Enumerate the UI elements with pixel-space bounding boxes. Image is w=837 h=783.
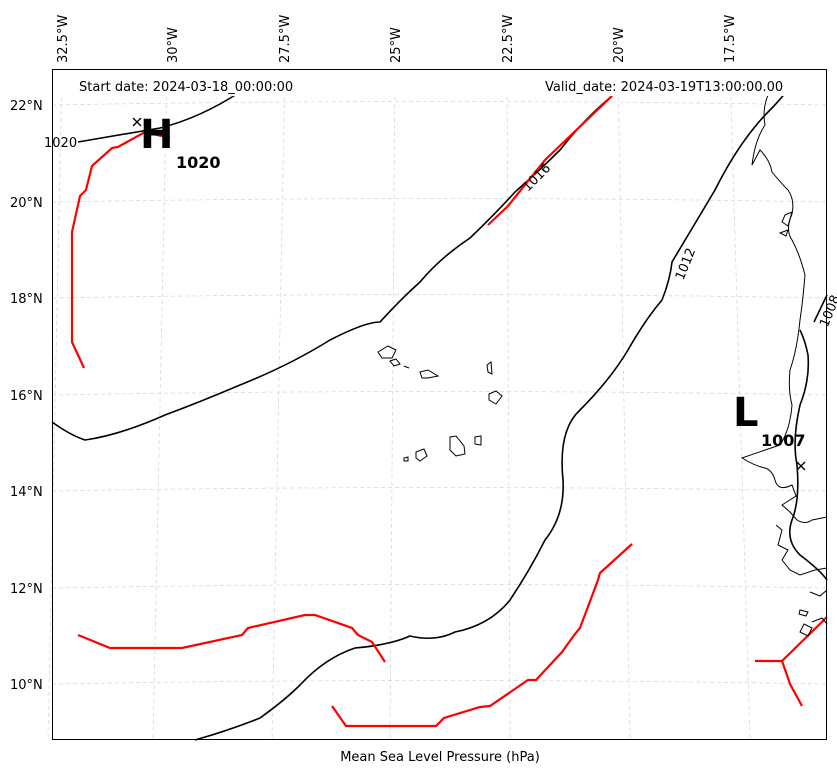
fronts	[70, 73, 828, 728]
island-brava	[403, 456, 409, 462]
contour-label-1020: 1020	[44, 136, 77, 151]
contour-label-1012: 1012	[673, 246, 699, 282]
isobar-1008-b	[813, 294, 828, 323]
lon-tick: 27.5°W	[278, 15, 293, 63]
island-maio	[474, 435, 482, 446]
front-sw	[77, 613, 386, 663]
lat-tick: 12°N	[10, 582, 43, 597]
island-santiago	[449, 435, 466, 457]
latitude-ticks: 22°N 20°N 18°N 16°N 14°N 12°N 10°N	[10, 99, 43, 693]
island-fogo	[415, 448, 428, 462]
lon-tick: 25°W	[389, 27, 404, 63]
african-coast	[740, 94, 828, 523]
lon-tick: 17.5°W	[723, 15, 738, 63]
isobar-1020	[77, 69, 286, 143]
isobar-1008	[789, 329, 828, 581]
front-se-b	[781, 616, 828, 662]
high-center-marker	[132, 117, 142, 127]
contour-labels: 1020 1016 1012 1008	[44, 136, 837, 329]
lat-tick: 22°N	[10, 99, 43, 114]
map-frame	[52, 69, 827, 740]
high-value: 1020	[176, 153, 221, 172]
isobars	[51, 69, 828, 741]
contour-label-1008: 1008	[817, 293, 837, 329]
lat-tick: 20°N	[10, 196, 43, 211]
high-label: H	[140, 112, 173, 158]
low-value: 1007	[761, 431, 806, 450]
lon-tick: 32.5°W	[56, 15, 71, 63]
front-se	[755, 659, 803, 707]
lon-tick: 22.5°W	[501, 15, 516, 63]
pressure-centers: H 1020 L 1007	[132, 112, 806, 471]
start-date: Start date: 2024-03-18_00:00:00	[79, 80, 293, 95]
low-label: L	[733, 390, 759, 436]
header-backdrop	[53, 70, 827, 96]
isobar-1012	[194, 69, 801, 741]
low-center-marker	[796, 461, 806, 471]
island-santa-luzia	[403, 365, 410, 369]
island-sao-vicente	[389, 358, 401, 367]
map-caption: Mean Sea Level Pressure (hPa)	[340, 750, 540, 765]
contour-label-1016: 1016	[520, 161, 554, 195]
front-nw	[70, 130, 171, 369]
island-santo-antao	[377, 345, 397, 359]
longitude-ticks: 32.5°W 30°W 27.5°W 25°W 22.5°W 20°W 17.5…	[56, 15, 738, 63]
lat-tick: 14°N	[10, 485, 43, 500]
lat-tick: 16°N	[10, 389, 43, 404]
lat-tick: 18°N	[10, 292, 43, 307]
island-sao-nicolau	[419, 369, 440, 379]
isobar-1016	[51, 95, 613, 441]
lat-tick: 10°N	[10, 678, 43, 693]
graticule	[47, 68, 828, 741]
island-sal	[486, 361, 493, 375]
coastlines	[377, 94, 828, 637]
front-north	[487, 95, 613, 226]
island-boa-vista	[488, 390, 503, 405]
valid-date: Valid_date: 2024-03-19T13:00:00.00	[545, 80, 783, 95]
front-south	[331, 543, 633, 728]
lon-tick: 30°W	[166, 27, 181, 63]
lon-tick: 20°W	[612, 27, 627, 63]
